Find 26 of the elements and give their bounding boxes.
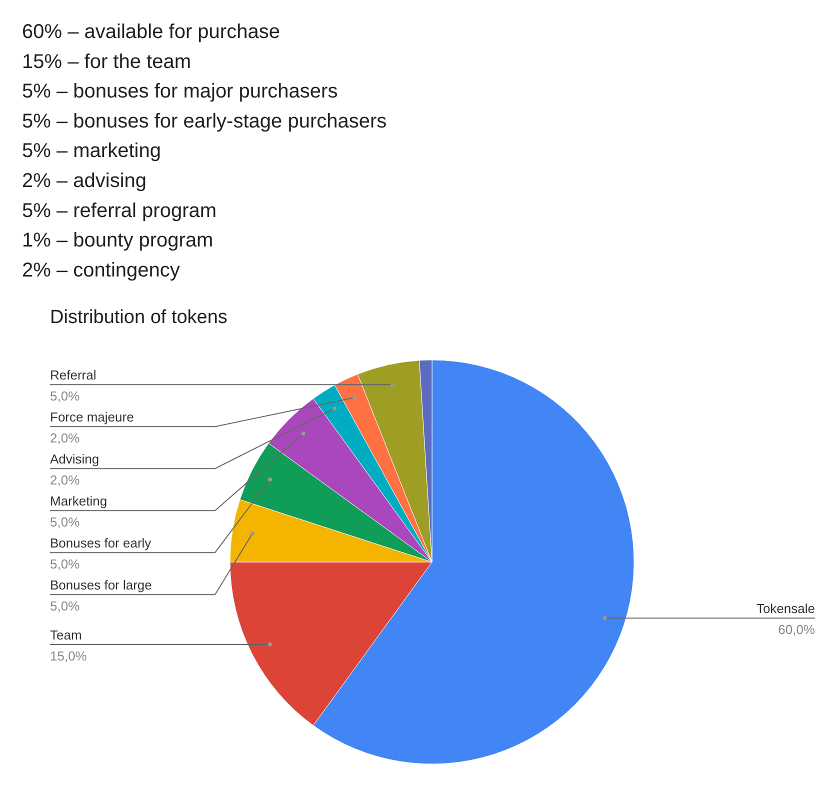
data-label: 60,0% xyxy=(778,622,816,638)
slice-label: Marketing xyxy=(50,494,108,509)
slice-label: Tokensale xyxy=(756,601,815,616)
slice-label: Bonuses for large xyxy=(50,578,152,593)
text: 2% – advising xyxy=(22,170,147,192)
data-label: 15,0% xyxy=(50,648,88,664)
text: 5% – bonuses for early-stage purchasers xyxy=(22,110,387,132)
text: 2% – contingency xyxy=(22,259,180,282)
data-label: 5,0% xyxy=(50,598,80,614)
slice-label: Bonuses for early xyxy=(50,536,152,551)
data-label: 5,0% xyxy=(50,556,80,572)
slice-label: Referral xyxy=(50,368,96,383)
slice-label: Advising xyxy=(50,452,100,467)
text: 5% – bonuses for major purchasers xyxy=(22,80,338,103)
slice-label: Force majeure xyxy=(50,410,134,425)
text: 5% – referral program xyxy=(22,200,217,222)
text: 1% – bounty program xyxy=(22,230,214,252)
text: 5% – marketing xyxy=(22,140,161,162)
chart-title: Distribution of tokens xyxy=(50,307,228,328)
data-label: 5,0% xyxy=(50,388,80,404)
text: 15% – for the team xyxy=(22,50,191,73)
text: 60% – available for purchase xyxy=(22,21,280,43)
slice-label: Team xyxy=(50,628,82,643)
data-label: 2,0% xyxy=(50,430,80,446)
data-label: 2,0% xyxy=(50,472,80,488)
data-label: 5,0% xyxy=(50,514,80,530)
